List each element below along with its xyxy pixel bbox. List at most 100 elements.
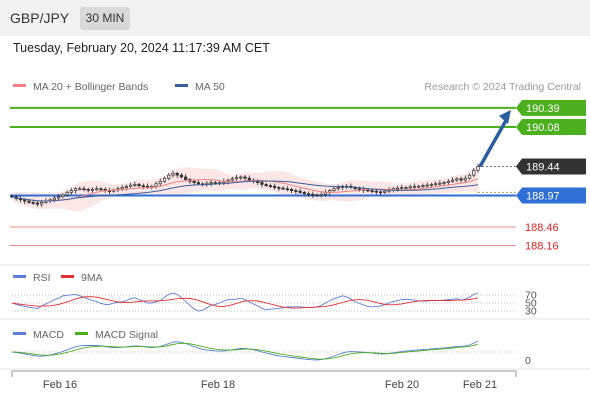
candle-body [289,188,294,191]
candle-body [472,169,476,176]
candle-body [383,190,387,193]
candle-body [120,187,124,190]
timestamp: Tuesday, February 20, 2024 11:17:39 AM C… [13,41,270,55]
level-label-190.08: 190.08 [526,122,560,134]
candle-body [425,184,429,187]
level-label-188.97: 188.97 [526,191,560,203]
macd-legend-label: MACD [33,329,64,341]
macd-tick-label: 0 [525,355,531,367]
chart-header: GBP/JPY 30 MIN [0,0,590,36]
candle-body [395,187,400,190]
candle-body [336,187,340,190]
macd-line [11,340,479,361]
candle-body [315,194,319,197]
candle-body [162,177,167,182]
rsi-tick-label: 30 [525,306,537,318]
candle-body [65,192,69,196]
rsi-tick-label: 50 [525,298,537,310]
candle-body [476,166,480,171]
macd-legend-swatch [13,332,26,335]
legend-swatch [13,84,26,87]
timeframe-button[interactable]: 30 MIN [80,7,130,30]
candle-body [90,188,95,191]
candle-body [463,177,467,181]
candle-body [404,187,408,189]
candle-body [230,178,234,181]
level-label-189.44: 189.44 [526,162,560,174]
candle-body [209,182,213,184]
candle-body [302,192,306,195]
candle-body [450,179,455,182]
candle-body [82,188,86,191]
level-label-188.46: 188.46 [525,222,559,234]
candle-body [366,189,370,192]
candle-body [417,185,421,188]
candle-body [137,184,141,186]
candle-body [31,201,35,204]
candle-body [192,180,196,183]
x-tick-label: Feb 20 [385,379,419,391]
rsi-legend-label: RSI [33,272,51,284]
forecast-arrowhead [499,109,511,124]
bollinger-band [12,164,478,212]
ma50-line [11,180,479,202]
candle-body [285,188,289,191]
candle-body [268,185,273,187]
candle-body [86,188,90,191]
candle-body [73,188,78,191]
candle-body [175,172,179,176]
candle-body [446,180,450,183]
candle-body [323,192,328,195]
candle-body [247,177,251,181]
legend-label: MA 50 [195,81,225,93]
candle-body [167,174,171,179]
candle-body [438,182,442,185]
candle-body [128,184,133,187]
level-box-189.44 [516,158,586,175]
candle-body [243,176,247,179]
candle-body [234,177,239,180]
macd-legend-swatch [75,332,88,335]
candle-body [434,183,438,186]
rsi-legend-label: 9MA [81,272,103,284]
macd-legend-label: MACD Signal [95,329,158,341]
candle-body [52,197,56,201]
rsi-ma-line [11,296,479,309]
candle-body [298,190,302,193]
candle-body [374,190,378,193]
candle-body [27,200,31,203]
candle-body [281,187,285,190]
candle-body [61,194,65,198]
candle-body [294,190,298,192]
candle-body [179,174,184,178]
legend-swatch [175,84,188,87]
candle-body [213,182,217,184]
candle-body [69,190,73,193]
candle-body [158,180,162,185]
candle-body [124,185,129,188]
candle-body [370,190,374,192]
candle-body [400,187,404,189]
candle-body [35,202,40,205]
candle-body [429,184,434,186]
candle-body [141,185,145,187]
candle-body [442,182,446,184]
rsi-tick-label: 70 [525,290,537,302]
candle-body [99,188,103,191]
candle-body [306,193,311,196]
candle-body [260,182,264,185]
candle-body [467,174,472,179]
candle-body [56,196,61,199]
rsi-legend-swatch [61,275,74,278]
legend-label: MA 20 + Bollinger Bands [33,81,148,93]
rsi-legend-swatch [13,275,26,278]
candle-body [412,185,417,188]
level-box-188.97 [516,187,586,204]
candle-body [171,172,175,176]
x-tick-label: Feb 18 [201,379,235,391]
candle-body [239,176,243,179]
candle-body [421,185,425,187]
candle-body [226,179,230,182]
candle-body [408,186,412,189]
